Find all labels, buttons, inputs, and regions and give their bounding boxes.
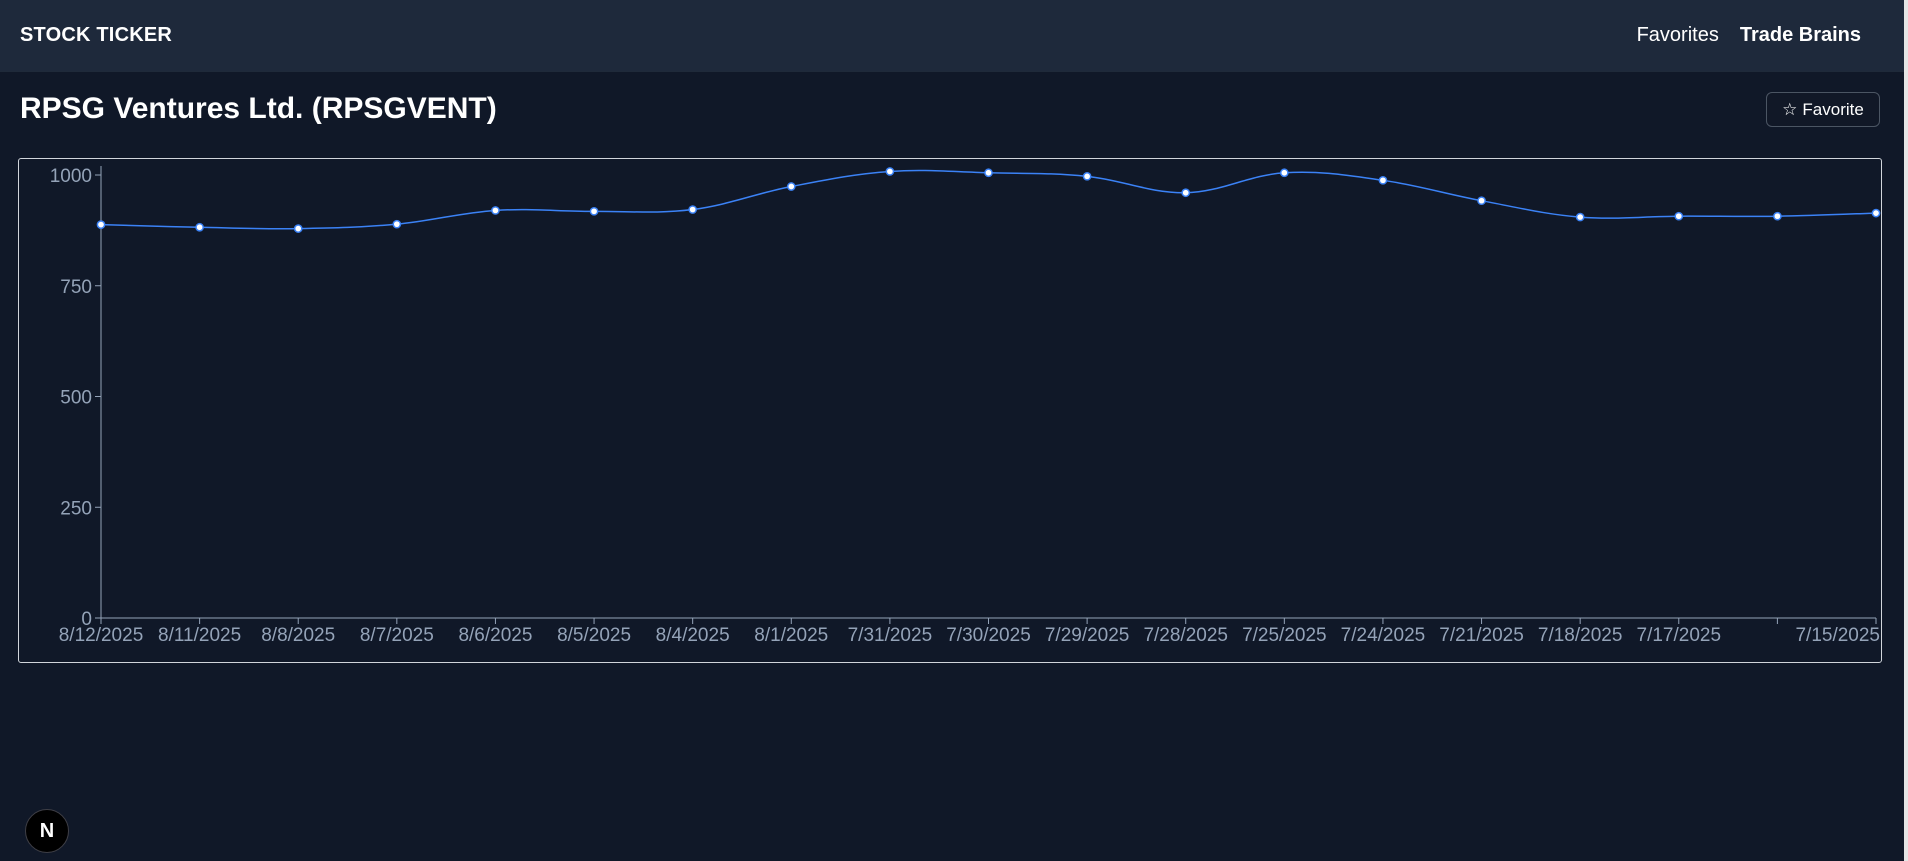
nav-link-trade-brains[interactable]: Trade Brains xyxy=(1739,24,1861,46)
page-title: RPSG Ventures Ltd. (RPSGVENT) xyxy=(20,92,497,125)
y-tick-label: 1000 xyxy=(50,166,92,187)
brand-logo-text[interactable]: STOCK TICKER xyxy=(20,24,173,46)
x-tick-label: 8/4/2025 xyxy=(656,625,730,646)
price-chart-container xyxy=(18,158,1882,663)
data-point[interactable] xyxy=(1575,212,1585,222)
y-axis-ticks: 0 250 500 750 1000 xyxy=(50,166,101,630)
nav-links: Favorites Trade Brains xyxy=(1637,24,1861,47)
x-tick-label: 7/30/2025 xyxy=(946,625,1031,646)
y-tick-label: 500 xyxy=(60,388,92,409)
y-tick-label: 0 xyxy=(81,609,92,630)
data-point[interactable] xyxy=(1378,175,1388,185)
data-point[interactable] xyxy=(885,167,895,176)
data-point[interactable] xyxy=(96,220,106,229)
x-tick-label: 8/12/2025 xyxy=(59,625,144,646)
x-tick-label: 7/15/2025 xyxy=(1795,625,1880,646)
star-outline-icon: ☆ xyxy=(1782,99,1798,119)
x-tick-label: 8/1/2025 xyxy=(754,625,828,646)
data-point[interactable] xyxy=(1082,171,1092,181)
x-tick-label: 7/21/2025 xyxy=(1439,625,1524,646)
data-point[interactable] xyxy=(392,219,402,229)
favorite-button[interactable]: ☆ Favorite xyxy=(1766,92,1880,127)
nav-link-favorites[interactable]: Favorites xyxy=(1636,24,1719,46)
x-tick-label: 8/6/2025 xyxy=(458,625,532,646)
y-tick-label: 750 xyxy=(60,277,92,298)
data-point[interactable] xyxy=(688,205,698,214)
x-tick-label: 7/28/2025 xyxy=(1143,625,1228,646)
x-tick-label: 7/24/2025 xyxy=(1341,625,1426,646)
data-point[interactable] xyxy=(491,206,500,215)
data-point[interactable] xyxy=(1181,188,1191,198)
x-axis-ticks: 8/12/2025 8/11/2025 8/8/2025 8/7/2025 8/6/20… xyxy=(59,618,1880,646)
page-scrollbar[interactable] xyxy=(1904,0,1908,861)
nextjs-icon: N xyxy=(39,819,55,842)
y-tick-label: 250 xyxy=(60,498,92,519)
data-point[interactable] xyxy=(1279,168,1289,178)
price-series-points xyxy=(96,167,1881,233)
data-point[interactable] xyxy=(293,224,303,233)
data-point[interactable] xyxy=(1477,196,1486,206)
x-tick-label: 8/7/2025 xyxy=(360,625,434,646)
top-navbar: STOCK TICKER Favorites Trade Brains xyxy=(0,0,1904,72)
x-tick-label: 7/25/2025 xyxy=(1242,625,1327,646)
x-tick-label: 8/5/2025 xyxy=(557,625,631,646)
nextjs-dev-badge[interactable]: N xyxy=(25,809,69,853)
favorite-button-label: Favorite xyxy=(1802,99,1864,119)
x-tick-label: 7/31/2025 xyxy=(848,625,933,646)
data-point[interactable] xyxy=(589,206,599,216)
x-tick-label: 8/11/2025 xyxy=(158,625,241,646)
x-tick-label: 7/29/2025 xyxy=(1045,625,1130,646)
x-tick-label: 7/17/2025 xyxy=(1637,625,1722,646)
data-point[interactable] xyxy=(1674,211,1684,221)
price-series-line xyxy=(100,169,1877,230)
data-point[interactable] xyxy=(195,222,204,232)
data-point[interactable] xyxy=(1871,208,1881,218)
x-tick-label: 8/8/2025 xyxy=(261,625,335,646)
data-point[interactable] xyxy=(1773,211,1782,221)
x-tick-label: 7/18/2025 xyxy=(1538,625,1623,646)
data-point[interactable] xyxy=(786,182,796,191)
data-point[interactable] xyxy=(984,168,993,178)
